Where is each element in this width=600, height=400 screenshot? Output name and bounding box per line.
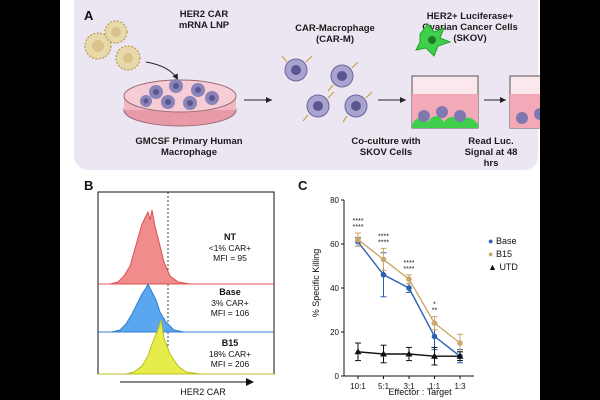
lnp-particles-icon xyxy=(84,20,141,71)
x-tick-label: 1:3 xyxy=(454,382,466,391)
significance-label: * xyxy=(433,302,436,309)
data-point-b15 xyxy=(380,256,387,263)
lnp-to-dish-arrow xyxy=(145,61,179,81)
panel-a-illustration xyxy=(84,20,540,129)
histogram-b15 xyxy=(98,319,274,375)
figure: A HER2 CAR mRNA LNP CAR-Macrophage (CAR-M)… xyxy=(60,0,540,400)
x-tick-label: 10:1 xyxy=(350,382,366,391)
data-point-base xyxy=(406,285,412,291)
significance-label: **** xyxy=(353,218,364,225)
significance-label: **** xyxy=(378,233,389,240)
data-point-b15 xyxy=(457,340,463,346)
data-point-utd xyxy=(354,348,362,355)
significance-label: **** xyxy=(404,260,415,267)
panel-b-label: B xyxy=(84,178,94,193)
legend-utd: ▲ UTD xyxy=(488,262,518,272)
data-point-b15 xyxy=(431,320,438,326)
significance-label: **** xyxy=(404,266,415,273)
b15-label: B15 18% CAR+ MFI = 206 xyxy=(208,338,252,369)
data-point-base xyxy=(431,333,438,340)
legend-base: ● Base xyxy=(488,236,517,246)
lnp-title: HER2 CAR mRNA LNP xyxy=(178,9,230,31)
data-point-utd xyxy=(456,352,464,359)
x-tick-label: 3:1 xyxy=(403,382,415,391)
read-well-icon xyxy=(509,75,540,129)
hist-xaxis-arrow-icon xyxy=(246,378,254,386)
data-point-b15 xyxy=(355,236,361,243)
nt-label: NT <1% CAR+ MFI = 95 xyxy=(208,232,252,263)
panel-b-histogram xyxy=(97,191,275,386)
y-tick-label: 40 xyxy=(330,284,339,293)
data-point-utd xyxy=(380,350,387,357)
y-tick-label: 20 xyxy=(330,328,339,337)
data-point-utd xyxy=(431,352,438,359)
gmcsf-caption: GMCSF Primary Human Macrophage xyxy=(135,136,243,158)
data-point-base xyxy=(380,272,387,278)
x-tick-label: 1:1 xyxy=(429,382,441,391)
skov-cell-icon xyxy=(415,23,452,57)
base-label: Base 3% CAR+ MFI = 106 xyxy=(210,287,250,318)
carm-title: CAR-Macrophage (CAR-M) xyxy=(295,23,375,45)
legend-b15: ● B15 xyxy=(488,249,512,259)
y-tick-label: 0 xyxy=(335,372,340,381)
data-point-utd xyxy=(405,350,413,357)
readout-caption: Read Luc. Signal at 48 hrs xyxy=(464,136,518,169)
petri-dish-icon xyxy=(123,79,237,127)
significance-label: **** xyxy=(353,224,364,231)
hist-xlabel: HER2 CAR xyxy=(180,387,226,397)
y-tick-label: 60 xyxy=(330,240,339,249)
coculture-well-icon xyxy=(411,75,479,129)
skov-title: HER2+ Luciferase+ Ovarian Cancer Cells (SK… xyxy=(422,11,518,44)
y-tick-label: 80 xyxy=(330,196,339,205)
chart-xlabel: Effector : Target xyxy=(388,387,452,397)
panel-a-label: A xyxy=(84,8,94,23)
data-point-b15 xyxy=(406,276,412,282)
panel-c-label: C xyxy=(298,178,308,193)
car-macrophage-icon xyxy=(281,55,373,123)
histogram-nt xyxy=(98,209,274,285)
x-tick-label: 5:1 xyxy=(378,382,390,391)
significance-label: ** xyxy=(432,308,438,315)
significance-label: **** xyxy=(378,239,389,246)
histogram-base xyxy=(98,282,274,333)
coculture-caption: Co-culture with SKOV Cells xyxy=(351,136,421,158)
